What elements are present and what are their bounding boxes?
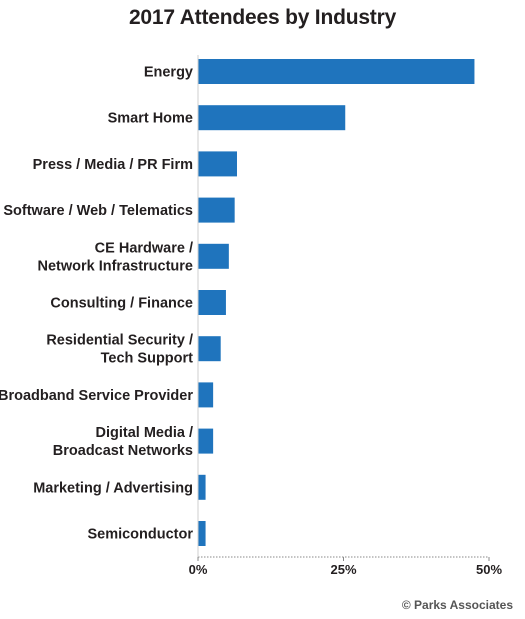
x-axis: 0% 25% 50% [189,55,502,577]
x-tick-label-50: 50% [476,562,502,577]
x-tick-label-25: 25% [330,562,356,577]
category-labels-layer: Energy Smart Home Press / Media / PR Firm S… [0,65,193,543]
category-label-press-media-pr-firm: Press / Media / PR Firm [33,157,193,173]
bar-residential-security-tech-support [198,336,221,362]
x-tick-label-0: 0% [189,562,208,577]
category-label-smart-home: Smart Home [108,111,193,127]
bar-broadband-service-provider [198,382,214,408]
category-label-marketing-advertising: Marketing / Advertising [33,480,193,496]
bar-digital-media-broadcast-networks [198,428,214,454]
bar-smart-home [198,105,346,131]
category-label-semiconductor: Semiconductor [87,527,193,543]
category-label-energy: Energy [144,65,193,81]
bar-consulting-finance [198,290,226,315]
category-label-ce-hardware-network-infrastructure: CE Hardware / Network Infrastructure [37,240,193,274]
bar-software-web-telematics [198,197,235,223]
bar-press-media-pr-firm [198,151,237,177]
bar-semiconductor [198,521,206,546]
category-label-consulting-finance: Consulting / Finance [50,296,193,312]
bar-marketing-advertising [198,474,206,500]
category-label-broadband-service-provider: Broadband Service Provider [0,388,193,404]
chart-title: 2017 Attendees by Industry [128,6,397,29]
category-label-residential-security-tech-support: Residential Security / Tech Support [46,333,193,367]
bar-energy [198,59,475,84]
bar-ce-hardware-network-infrastructure [198,243,229,269]
source-note: © Parks Associates [401,598,513,612]
bars-layer [198,59,475,546]
category-label-digital-media-broadcast-networks: Digital Media / Broadcast Networks [53,425,193,459]
category-label-software-web-telematics: Software / Web / Telematics [3,203,193,219]
